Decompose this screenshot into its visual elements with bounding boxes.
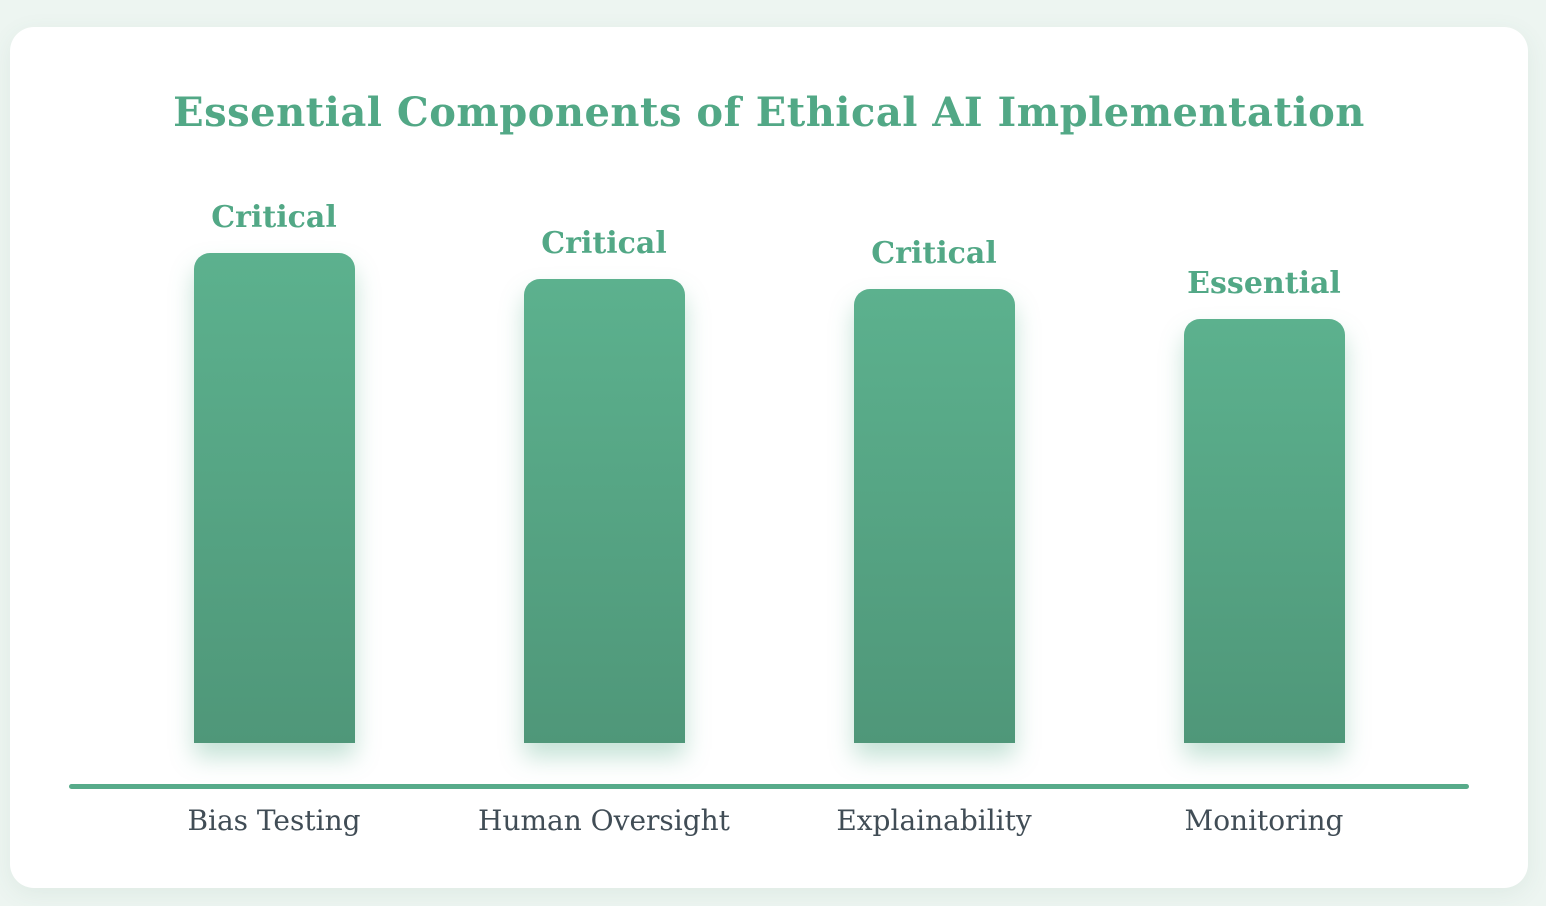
category-label-bias-testing: Bias Testing [187, 804, 361, 837]
bar-value-label: Critical [871, 236, 997, 271]
bar-column-bias-testing: Critical [109, 200, 439, 743]
category-cell: Human Oversight [439, 804, 769, 837]
bars-row: Critical Critical Critical Essential [10, 200, 1528, 743]
bar-monitoring [1183, 319, 1345, 743]
category-labels-row: Bias Testing Human Oversight Explainabil… [10, 804, 1528, 837]
bar-value-label: Essential [1187, 266, 1341, 301]
bar-column-human-oversight: Critical [439, 226, 769, 743]
bar-value-label: Critical [211, 200, 337, 235]
category-cell: Bias Testing [109, 804, 439, 837]
chart-title: Essential Components of Ethical AI Imple… [173, 89, 1365, 136]
category-label-monitoring: Monitoring [1184, 804, 1344, 837]
category-cell: Monitoring [1099, 804, 1429, 837]
category-cell: Explainability [769, 804, 1099, 837]
bar-column-monitoring: Essential [1099, 266, 1429, 743]
x-axis-baseline [69, 784, 1469, 789]
category-label-human-oversight: Human Oversight [478, 804, 730, 837]
chart-card: Essential Components of Ethical AI Imple… [10, 27, 1528, 888]
bar-human-oversight [523, 279, 685, 743]
bar-value-label: Critical [541, 226, 667, 261]
category-label-explainability: Explainability [836, 804, 1032, 837]
bar-explainability [853, 289, 1015, 743]
bar-bias-testing [193, 253, 355, 743]
bar-column-explainability: Critical [769, 236, 1099, 743]
